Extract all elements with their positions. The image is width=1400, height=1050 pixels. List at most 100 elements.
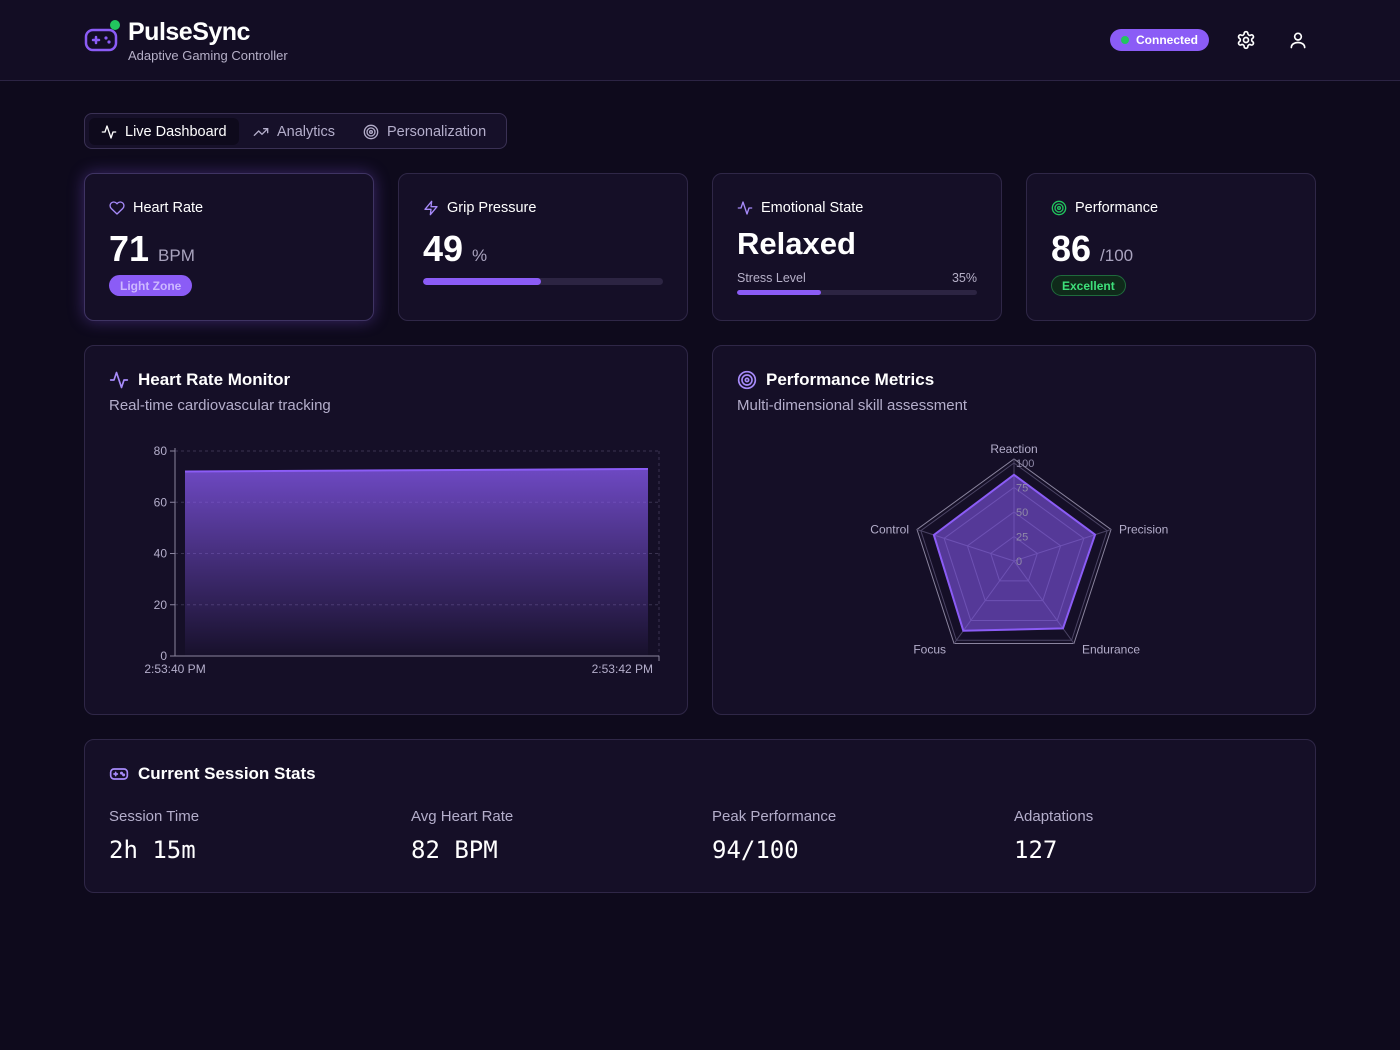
radar-tick-label: 25: [1016, 532, 1028, 544]
y-tick-label: 40: [154, 547, 168, 561]
stress-value: 35%: [951, 271, 977, 285]
app-title: PulseSync: [128, 18, 250, 46]
y-tick-label: 20: [154, 598, 168, 612]
radar-axis-label: Reaction: [990, 442, 1037, 456]
grip-pressure-card: Grip Pressure 49 %: [398, 173, 688, 321]
y-tick-label: 0: [160, 649, 167, 663]
activity-icon: [109, 371, 129, 389]
tab-label: Personalization: [387, 123, 487, 140]
heart-rate-line: [184, 467, 649, 473]
heart-rate-reading: 71 BPM: [109, 228, 195, 270]
grip-unit: %: [472, 246, 488, 265]
hr-monitor-title-row: Heart Rate Monitor: [109, 370, 290, 390]
heart-rate-title-row: Heart Rate: [109, 200, 203, 216]
tab-label: Analytics: [277, 123, 336, 140]
emotion-title-row: Emotional State: [737, 200, 863, 216]
radar-outer-frame: [916, 458, 1112, 645]
stress-progress-bar: [737, 290, 977, 295]
hr-monitor-subtitle: Real-time cardiovascular tracking: [109, 397, 331, 414]
profile-button[interactable]: [1286, 28, 1310, 52]
gamepad-icon: [109, 768, 129, 780]
settings-button[interactable]: [1234, 28, 1258, 52]
stat-value: 94/100: [712, 836, 799, 864]
stat-label: Peak Performance: [712, 808, 837, 825]
connection-dot-icon: [1121, 36, 1129, 44]
stress-label: Stress Level: [737, 271, 806, 285]
heart-zone-badge: Light Zone: [109, 275, 193, 296]
performance-rating-badge: Excellent: [1051, 275, 1126, 296]
performance-value: 86: [1051, 228, 1092, 269]
stat-value: 127: [1014, 836, 1058, 864]
radar-tick-label: 0: [1016, 556, 1022, 568]
perf-metrics-title-row: Performance Metrics: [737, 370, 934, 390]
emotion-state: Relaxed: [737, 226, 856, 261]
radar-tick-label: 75: [1016, 483, 1028, 495]
grip-value: 49: [423, 228, 464, 269]
radar-axis-label: Focus: [913, 643, 946, 657]
emotion-title: Emotional State: [761, 200, 864, 216]
target-icon: [1051, 200, 1067, 216]
stat-label: Session Time: [109, 808, 200, 825]
zap-icon: [424, 200, 438, 216]
performance-card: Performance 86 /100 Excellent: [1026, 173, 1316, 321]
stat-label: Avg Heart Rate: [411, 808, 514, 825]
session-stats-panel: Current Session Stats Session Time 2h 15…: [84, 739, 1316, 893]
tab-label: Live Dashboard: [125, 123, 227, 140]
stat-adaptations: Adaptations 127: [1014, 808, 1093, 864]
heart-rate-unit: BPM: [158, 246, 195, 265]
stat-session-time: Session Time 2h 15m: [109, 808, 199, 864]
perf-metrics-title: Performance Metrics: [766, 370, 935, 389]
perf-metrics-subtitle: Multi-dimensional skill assessment: [737, 397, 968, 414]
radar-axis-label: Precision: [1119, 522, 1168, 536]
activity-icon: [737, 201, 753, 215]
trending-up-icon: [253, 127, 269, 136]
target-icon: [363, 124, 379, 139]
connection-status: Connected: [1136, 33, 1199, 47]
heart-rate-card: Heart Rate 71 BPM Light Zone: [84, 173, 374, 321]
session-title: Current Session Stats: [138, 764, 316, 783]
stat-label: Adaptations: [1014, 808, 1094, 825]
stat-value: 82 BPM: [411, 836, 498, 864]
radar-axis-label: Control: [870, 522, 909, 536]
performance-unit: /100: [1100, 246, 1134, 265]
status-dot: [110, 20, 120, 30]
stat-peak-performance: Peak Performance 94/100: [712, 808, 836, 864]
x-tick-label: 2:53:40 PM: [144, 662, 205, 676]
performance-radar-chart: 0 25 50 75 100 Reaction Precision Endurance Focu…: [870, 442, 1168, 657]
app-subtitle: Adaptive Gaming Controller: [128, 48, 288, 63]
target-icon: [737, 370, 757, 390]
x-tick-label: 2:53:42 PM: [592, 662, 653, 676]
view-tabs: Live Dashboard Analytics Personalization: [84, 113, 507, 149]
y-tick-label: 80: [154, 444, 168, 458]
radar-data-area: [932, 473, 1097, 632]
heart-rate-value: 71: [109, 228, 150, 269]
settings-gear-icon: [1237, 30, 1255, 50]
grip-title-row: Grip Pressure: [423, 200, 536, 216]
grip-title: Grip Pressure: [447, 200, 537, 216]
performance-reading: 86 /100: [1051, 228, 1133, 270]
radar-tick-label: 50: [1016, 507, 1028, 519]
grip-reading: 49 %: [423, 228, 487, 270]
tab-personalization[interactable]: Personalization: [351, 118, 498, 145]
heart-rate-area: [185, 468, 648, 656]
performance-metrics-panel: Performance Metrics Multi-dimensional sk…: [712, 345, 1316, 715]
connection-badge: Connected: [1110, 29, 1210, 51]
user-icon: [1290, 32, 1306, 49]
activity-icon: [101, 124, 117, 139]
heart-rate-monitor-panel: Heart Rate Monitor Real-time cardiovascu…: [84, 345, 688, 715]
radar-axis-label: Endurance: [1082, 643, 1140, 657]
heart-rate-chart: 0 20 40 60 80 2:53:40 PM 2:53:42 PM: [144, 444, 660, 676]
performance-title-row: Performance: [1051, 200, 1158, 216]
gamepad-icon: [84, 28, 118, 52]
tab-analytics[interactable]: Analytics: [241, 118, 347, 145]
tab-live-dashboard[interactable]: Live Dashboard: [89, 118, 239, 145]
emotional-state-card: Emotional State Relaxed Stress Level 35%: [712, 173, 1002, 321]
hr-monitor-title: Heart Rate Monitor: [138, 370, 291, 389]
stress-progress-fill: [737, 290, 821, 295]
grip-progress-bar: [423, 278, 663, 285]
grip-progress-fill: [423, 278, 541, 285]
radar-grid-ring: [920, 462, 1108, 641]
stat-value: 2h 15m: [109, 836, 196, 864]
heart-rate-title: Heart Rate: [133, 200, 204, 216]
session-title-row: Current Session Stats: [109, 764, 316, 784]
